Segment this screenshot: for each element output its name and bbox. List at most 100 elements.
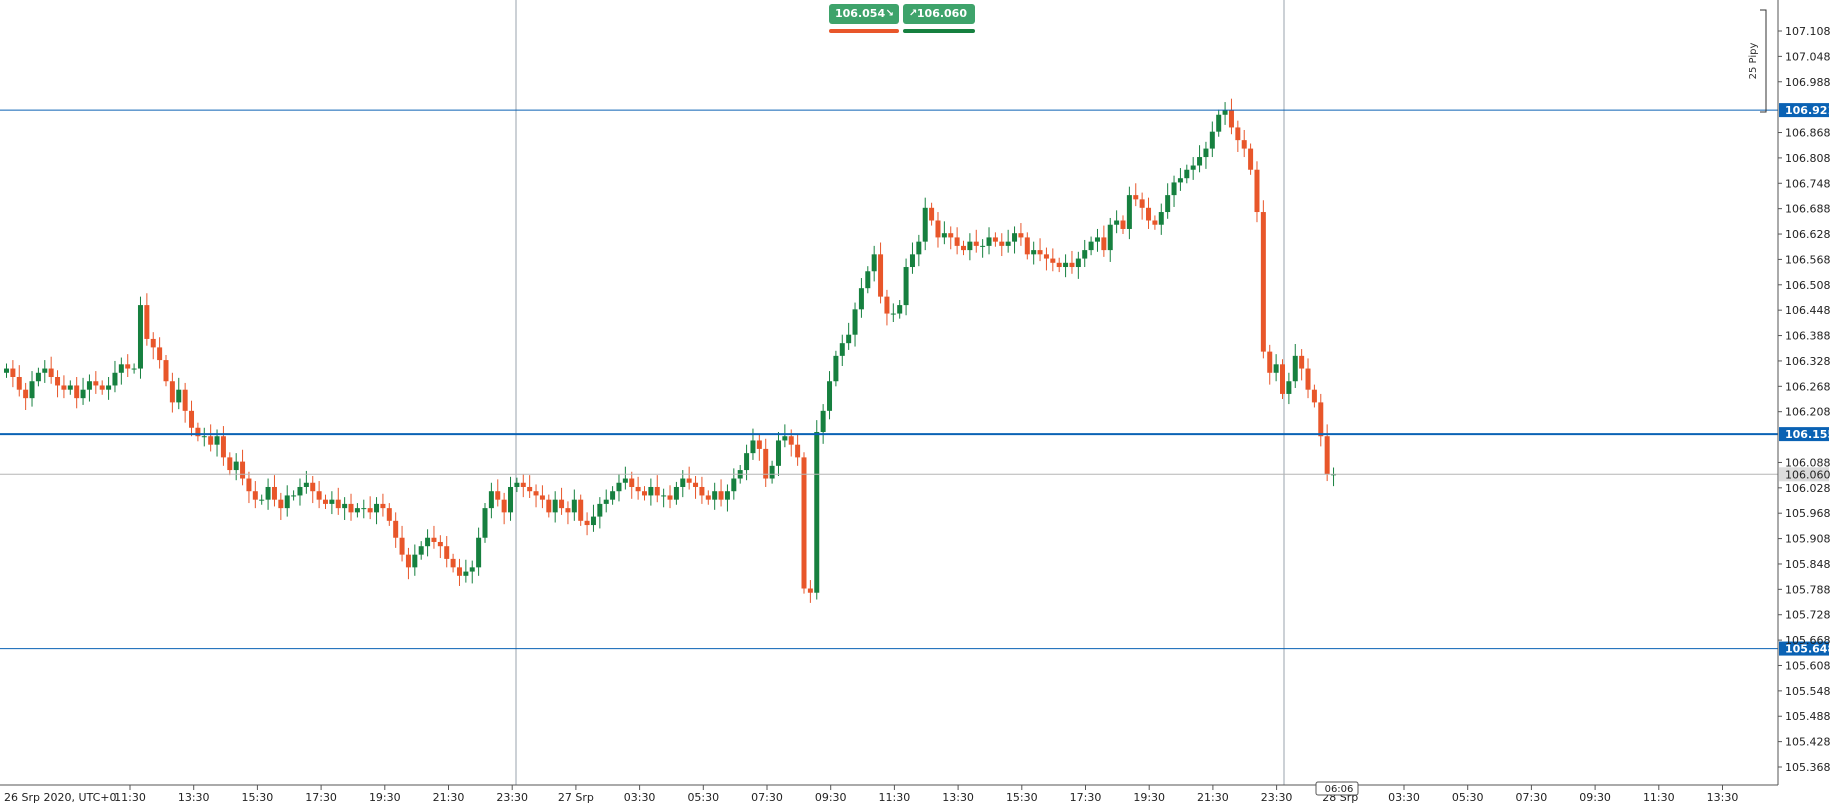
time-tick-label: 07:30: [1516, 791, 1548, 804]
candle-body: [367, 508, 373, 513]
candle-body: [361, 508, 367, 510]
candle: [1018, 223, 1024, 246]
candle-body: [508, 486, 514, 513]
candle: [1005, 229, 1011, 253]
candle-body: [648, 486, 654, 496]
candle-body: [93, 381, 99, 386]
candle: [1209, 121, 1215, 158]
buy-button[interactable]: ↗ 106.060: [903, 4, 975, 24]
price-tick-label: 105.548: [1785, 685, 1830, 698]
candle: [865, 266, 871, 294]
candle: [348, 493, 354, 521]
time-tick-label: 07:30: [751, 791, 783, 804]
candle-body: [35, 372, 41, 382]
candle-body: [323, 499, 328, 504]
candle: [469, 560, 475, 584]
candle: [1050, 248, 1056, 272]
candle-body: [99, 385, 105, 390]
candle-body: [941, 233, 947, 238]
sell-price: 106.054: [835, 7, 886, 20]
candle: [1043, 247, 1049, 271]
candle: [284, 485, 290, 517]
candle-body: [705, 495, 711, 500]
time-tick-label: 05:30: [687, 791, 719, 804]
candle: [450, 553, 456, 573]
candle-body: [571, 499, 577, 513]
candle-body: [590, 516, 596, 526]
time-tick-label: 27 Srp: [558, 791, 594, 804]
candle-body: [642, 491, 647, 496]
candle: [208, 424, 214, 452]
candle: [259, 494, 265, 505]
candle: [712, 482, 718, 510]
candle: [157, 337, 163, 369]
candle-body: [801, 457, 807, 589]
candle: [297, 478, 303, 506]
candle: [884, 289, 890, 326]
scale-label: 25 Pipy: [1748, 43, 1759, 80]
candle-body: [329, 499, 335, 504]
candle-body: [1286, 381, 1292, 394]
candle-body: [756, 440, 762, 449]
candle-body: [527, 486, 533, 492]
time-tick-label: 21:30: [433, 791, 465, 804]
candle-body: [1260, 212, 1266, 352]
candle-body: [539, 495, 545, 500]
candle-body: [16, 377, 22, 390]
candle-body: [769, 465, 775, 479]
price-tick-label: 105.908: [1785, 533, 1830, 546]
candle: [67, 380, 73, 395]
price-tick-label: 106.508: [1785, 279, 1830, 292]
sell-button[interactable]: 106.054 ↘: [829, 4, 899, 24]
candle-body: [992, 237, 998, 242]
candle: [1133, 183, 1139, 207]
candle: [686, 466, 692, 490]
candle: [1280, 359, 1285, 399]
candle: [922, 197, 928, 251]
candle: [86, 374, 92, 402]
candle-body: [29, 381, 35, 399]
candle-body: [686, 478, 692, 483]
price-tick-label: 106.808: [1785, 152, 1830, 165]
candle: [23, 382, 29, 410]
candle: [1158, 203, 1164, 235]
candle: [310, 475, 316, 504]
candle: [1146, 197, 1152, 229]
candle: [1184, 164, 1190, 184]
candle-body: [380, 503, 386, 509]
candle: [693, 475, 699, 499]
time-tick-label: 03:30: [1388, 791, 1420, 804]
candle: [150, 332, 156, 360]
candle-body: [405, 554, 411, 568]
candle: [718, 479, 724, 507]
candle: [189, 400, 195, 437]
trade-widget: 106.054 ↘ ↗ 106.060: [829, 4, 975, 34]
time-tick-label: 15:30: [242, 791, 274, 804]
candle: [514, 477, 520, 493]
candle: [182, 382, 188, 423]
candle-body: [125, 364, 131, 369]
candle-body: [858, 288, 864, 310]
candle: [316, 481, 322, 509]
candle: [986, 227, 992, 255]
price-tick-label: 107.108: [1785, 25, 1830, 38]
candle: [897, 300, 903, 319]
candle: [622, 466, 628, 490]
candle: [1069, 250, 1075, 274]
candle-body: [393, 520, 399, 538]
candle-body: [795, 444, 801, 458]
price-level-tag: [1779, 641, 1829, 656]
time-tick-label: 19:30: [1133, 791, 1165, 804]
candle-body: [948, 233, 954, 238]
candle: [1267, 344, 1273, 385]
candle-body: [1254, 169, 1260, 213]
candle-body: [476, 537, 482, 568]
candle: [1254, 161, 1260, 223]
candle-body: [839, 343, 845, 356]
candle-body: [450, 558, 456, 568]
candle: [916, 234, 922, 267]
candle: [1292, 344, 1298, 389]
candle-body: [693, 482, 699, 487]
candle-body: [680, 478, 686, 487]
